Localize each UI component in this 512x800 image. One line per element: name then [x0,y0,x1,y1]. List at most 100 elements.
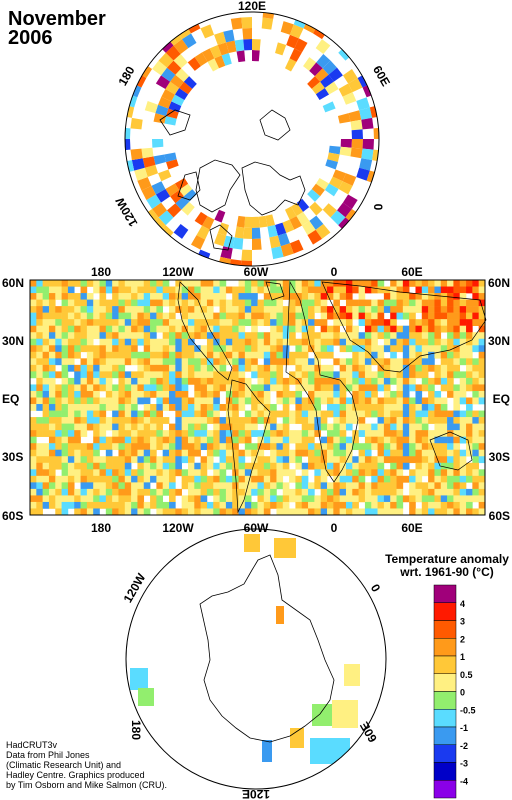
grid-cell [440,449,448,457]
grid-cell [143,482,151,490]
grid-cell [93,390,100,398]
grid-cell [225,430,233,437]
grid-cell [143,430,151,437]
grid-cell [390,293,397,300]
grid-cell [301,364,309,372]
grid-cell [289,436,296,444]
polar-cell [200,24,215,39]
grid-cell [194,482,201,490]
grid-cell [105,397,113,405]
grid-cell [421,306,429,313]
grid-cell [42,286,50,294]
polar-cell [179,81,193,95]
grid-cell [282,397,290,405]
grid-cell [143,456,151,464]
grid-cell [225,443,233,451]
grid-cell [263,338,271,346]
grid-cell [282,449,290,457]
grid-cell [358,338,366,346]
grid-cell [402,325,410,333]
grid-cell [453,358,461,366]
grid-cell [295,338,303,346]
grid-cell [169,293,176,300]
grid-cell [270,501,277,509]
grid-cell [478,488,486,496]
grid-cell [402,338,410,346]
polar-cell [289,239,304,254]
grid-cell [105,462,113,470]
grid-cell [36,325,43,333]
grid-cell [74,404,81,411]
grid-cell [339,293,347,300]
grid-cell [36,508,43,516]
grid-cell [276,423,284,431]
grid-cell [48,443,56,451]
grid-cell [137,508,145,516]
grid-cell [466,306,473,313]
grid-cell [251,508,258,516]
grid-cell [396,443,404,451]
grid-cell [276,475,284,483]
grid-cell [257,345,265,353]
grid-cell [251,280,258,287]
grid-cell [263,508,271,516]
grid-cell [447,332,454,340]
grid-cell [415,338,423,346]
grid-cell [364,384,372,392]
grid-cell [30,306,37,313]
grid-cell [156,482,164,490]
grid-cell [175,488,182,496]
grid-cell [238,280,246,287]
grid-cell [390,404,397,411]
grid-cell [371,351,378,359]
grid-cell [295,443,303,451]
grid-cell [74,351,81,359]
grid-cell [339,508,347,516]
grid-cell [364,495,372,503]
grid-cell [459,338,467,346]
grid-cell [55,371,62,379]
grid-cell [61,430,69,437]
grid-cell [232,371,239,379]
grid-cell [276,345,284,353]
grid-cell [42,430,50,437]
grid-cell [263,501,271,509]
grid-cell [143,404,151,411]
grid-cell [137,410,145,418]
grid-cell [187,456,195,464]
grid-cell [339,449,347,457]
polar-cell [236,215,246,228]
grid-cell [257,299,265,307]
grid-cell [282,469,290,477]
grid-cell [409,436,416,444]
grid-cell [80,462,88,470]
grid-cell [150,325,157,333]
grid-cell [55,332,62,340]
grid-cell [276,430,284,437]
grid-cell [466,280,473,287]
grid-cell [181,293,189,300]
grid-cell [200,508,208,516]
grid-cell [181,495,189,503]
grid-cell [396,338,404,346]
grid-cell [371,390,378,398]
grid-cell [276,482,284,490]
polar-cell [175,196,190,210]
polar-cell [332,700,358,728]
polar-cell [296,198,310,212]
grid-cell [213,495,220,503]
grid-cell [206,306,214,313]
grid-cell [453,495,461,503]
grid-cell [295,404,303,411]
grid-cell [358,488,366,496]
grid-cell [447,377,454,385]
grid-cell [30,417,37,424]
grid-cell [99,475,107,483]
grid-cell [80,306,88,313]
grid-cell [358,404,366,411]
grid-cell [36,443,43,451]
grid-cell [345,495,353,503]
grid-cell [80,345,88,353]
grid-cell [409,325,416,333]
grid-cell [150,462,157,470]
